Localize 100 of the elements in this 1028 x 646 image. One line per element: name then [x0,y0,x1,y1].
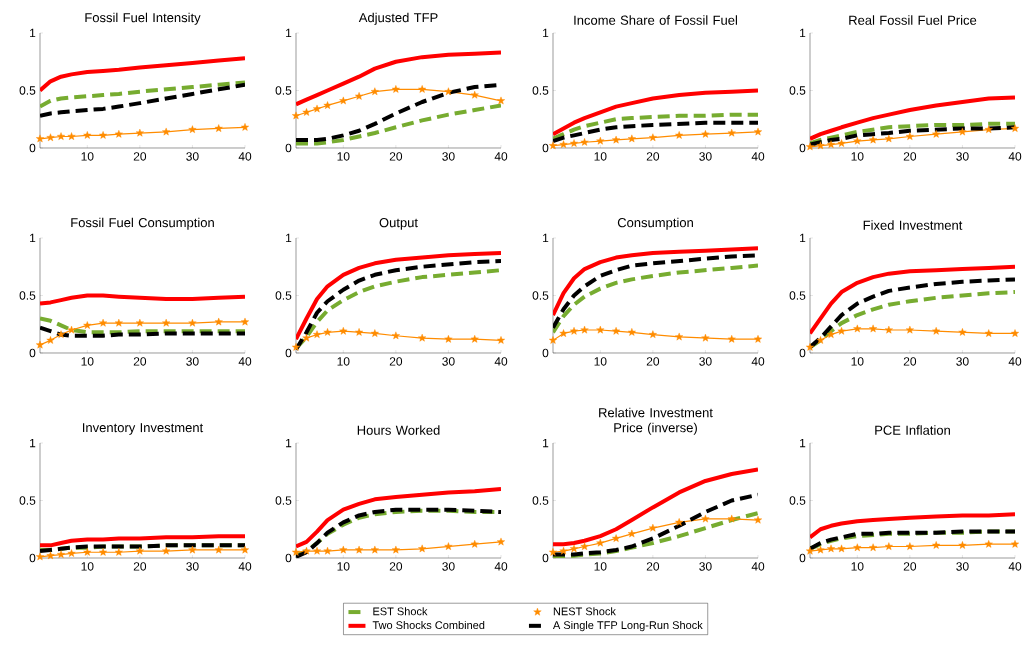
point [391,85,400,93]
x-tick-label: 20 [389,152,403,161]
point [313,330,322,339]
point [99,318,108,327]
y-tick-label: 1 [30,28,36,38]
y-tick-label: 0.5 [789,291,806,300]
y-tick-label: 0.5 [532,496,549,505]
point [958,328,967,336]
x-tick-label: 30 [956,357,969,366]
point [162,127,171,136]
point [497,96,505,105]
point [46,336,55,344]
y-tick-label: 0.5 [19,86,36,95]
point [837,544,846,553]
point [675,518,684,526]
point [816,545,825,554]
x-tick-label: 40 [751,152,765,161]
x-tick-label: 40 [751,562,765,571]
y-tick-label: 0 [285,348,292,358]
point [370,87,379,96]
point [46,133,55,142]
point [188,318,197,327]
line-series [810,512,1016,540]
point [1011,329,1020,337]
x-tick-label: 30 [186,562,199,571]
x-tick-label: 20 [646,357,660,366]
point [627,529,636,538]
x-tick-label: 10 [337,357,350,366]
point [905,132,914,140]
point [188,125,197,134]
point [292,548,301,556]
y-tick-label: 0.5 [789,496,806,505]
point [36,134,44,143]
point [648,330,657,339]
point [470,540,479,548]
point [323,101,332,109]
x-tick-label: 20 [903,152,917,161]
point [470,90,479,99]
y-tick-label: 0 [799,553,806,563]
point [162,546,171,555]
point [292,111,301,120]
point [214,317,223,326]
x-tick-label: 40 [1008,357,1022,366]
y-tick-label: 0 [799,348,806,358]
point [837,139,846,147]
point [292,343,301,351]
legend-label: EST Shock [373,607,428,616]
point [355,545,364,554]
point [99,548,108,556]
point [46,551,55,560]
point [83,548,92,556]
y-tick-label: 0 [29,348,36,358]
point [559,546,568,555]
y-tick-label: 0.5 [275,291,292,300]
y-tick-label: 1 [800,28,806,38]
point [816,336,825,344]
point [497,537,505,546]
point [675,131,684,139]
point [57,330,66,339]
point [806,546,815,555]
point [984,329,993,337]
point [727,514,736,523]
x-tick-label: 10 [81,357,94,366]
point [853,543,862,552]
x-tick-label: 40 [494,562,508,571]
x-tick-label: 30 [186,152,199,161]
point [905,542,914,550]
x-tick-label: 10 [851,357,864,366]
x-tick-label: 20 [389,562,403,571]
x-tick-label: 40 [494,152,508,161]
point [391,331,400,340]
point [932,326,941,335]
point [313,546,322,555]
point [827,330,836,339]
point [596,538,605,547]
point [67,132,76,140]
point [596,325,605,334]
chart-title: Inventory Investment [83,423,204,435]
point [549,548,558,556]
y-tick-label: 0.5 [19,291,36,300]
point [214,545,223,554]
x-tick-label: 20 [646,152,660,161]
chart-title: PCE Inflation [875,425,950,435]
point [932,130,941,138]
point [339,326,348,335]
y-tick-label: 1 [286,438,292,448]
x-tick-label: 40 [238,357,252,366]
point [570,139,579,147]
legend-label: NEST Shock [553,607,616,616]
y-tick-label: 0.5 [19,496,36,505]
point [932,541,941,549]
point [648,523,657,532]
point [313,104,322,113]
y-tick-label: 0 [29,143,36,153]
point [302,546,311,555]
point [470,335,479,343]
point [83,321,92,329]
point [884,134,893,143]
point [701,333,710,342]
chart-title: Relative Investment Price (inverse) [599,407,713,435]
